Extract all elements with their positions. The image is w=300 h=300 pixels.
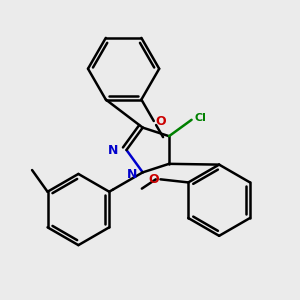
Text: N: N (127, 168, 137, 182)
Text: Cl: Cl (194, 113, 206, 123)
Text: O: O (155, 115, 166, 128)
Text: N: N (108, 143, 119, 157)
Text: O: O (148, 173, 159, 186)
